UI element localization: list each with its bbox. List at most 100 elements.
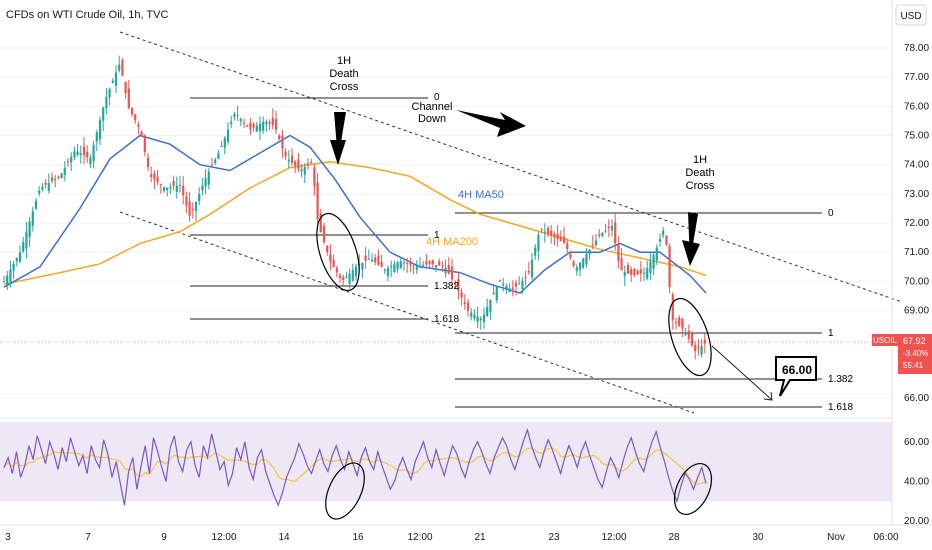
candle-body <box>623 272 626 277</box>
candle-body <box>166 187 169 191</box>
candle-body <box>505 286 508 290</box>
candle-body <box>281 135 284 149</box>
ellipse-1 <box>316 212 360 292</box>
candle-body <box>6 275 9 286</box>
time-tick-label: 06:00 <box>873 532 898 543</box>
candle-body <box>697 347 700 349</box>
candle-body <box>322 226 326 242</box>
candle-body <box>543 231 546 233</box>
candle-body <box>338 275 342 278</box>
candle-body <box>473 314 476 319</box>
time-tick-label: 14 <box>278 532 290 543</box>
time-tick-label: 28 <box>668 532 680 543</box>
candle-body <box>556 233 559 240</box>
candle-body <box>364 255 367 261</box>
rsi-ellipse-1 <box>325 462 365 520</box>
candle-body <box>438 261 441 266</box>
candle-body <box>639 269 642 274</box>
candle-body <box>511 287 514 290</box>
candle-body <box>210 164 214 166</box>
candle-body <box>668 246 671 288</box>
projection-arrow-head <box>763 391 773 401</box>
candle-body <box>70 156 73 163</box>
price-tick-label: 73.00 <box>904 189 929 200</box>
candle-body <box>86 151 89 158</box>
candle-body <box>662 230 665 236</box>
time-tick-label: 12:00 <box>601 532 626 543</box>
candle-body <box>566 243 569 250</box>
ma200-label: 4H MA200 <box>426 236 478 248</box>
price-tick-label: 75.00 <box>904 131 929 142</box>
channel-annotation: Channel Down <box>412 101 453 125</box>
candle-body <box>124 81 127 94</box>
candle-body <box>342 276 345 281</box>
candle-body <box>172 181 175 187</box>
candle-body <box>694 345 697 352</box>
dc2-line1: 1H <box>693 154 707 166</box>
candle-body <box>614 222 617 244</box>
fib-lines <box>190 97 822 408</box>
candle-body <box>182 185 185 196</box>
candle-body <box>380 261 383 268</box>
candle-body <box>601 232 604 237</box>
candle-body <box>534 247 537 256</box>
candle-body <box>294 161 297 166</box>
candle-body <box>457 279 460 291</box>
candle-body <box>335 267 338 273</box>
fib-label-left-1618: 1.618 <box>434 314 459 325</box>
candle-body <box>105 96 108 109</box>
candle-body <box>498 279 502 282</box>
price-tick-label: 66.00 <box>904 393 929 404</box>
candle-body <box>102 107 105 121</box>
candle-body <box>31 211 34 226</box>
candle-body <box>652 255 655 269</box>
candle-body <box>361 262 364 270</box>
symbol-tag-box <box>872 334 898 346</box>
candle-body <box>594 240 598 246</box>
candle-body <box>178 185 182 187</box>
candle-body <box>95 132 98 142</box>
candle-body <box>550 230 553 236</box>
candle-body <box>562 236 566 243</box>
candle-body <box>201 185 204 191</box>
candle-body <box>700 346 703 355</box>
candle-body <box>319 213 322 232</box>
candle-body <box>620 257 623 271</box>
price-tick-label: 77.00 <box>904 72 929 83</box>
dc1-line2: Death <box>329 68 358 80</box>
candle-body <box>393 264 396 273</box>
candle-body <box>226 129 230 142</box>
candle-body <box>329 254 332 262</box>
dc2-line3: Cross <box>686 180 715 192</box>
candle-body <box>175 185 178 192</box>
fib-label-right-1382: 1.382 <box>828 374 853 385</box>
candle-body <box>290 155 294 163</box>
time-tick-label: Nov <box>827 532 845 543</box>
candle-body <box>41 186 44 190</box>
candle-body <box>18 252 22 262</box>
time-tick-label: 12:00 <box>211 532 236 543</box>
currency-label: USD <box>900 11 921 22</box>
candle-body <box>537 235 540 252</box>
candle-body <box>396 262 399 270</box>
fib-label-right-1: 1 <box>828 328 834 339</box>
candle-body <box>220 146 223 148</box>
candle-body <box>540 228 543 230</box>
price-tick-label: 71.00 <box>904 247 929 258</box>
candle-body <box>162 187 166 191</box>
candle-body <box>137 124 140 127</box>
fib-label-right-0: 0 <box>828 208 834 219</box>
candle-body <box>460 292 463 298</box>
candle-body <box>332 259 335 268</box>
candle-body <box>553 234 556 238</box>
candle-body <box>415 266 418 270</box>
candle-body <box>169 186 172 189</box>
candle-body <box>310 162 313 164</box>
candle-body <box>646 268 649 279</box>
candle-body <box>495 287 498 301</box>
time-tick-label: 3 <box>5 532 11 543</box>
candle-body <box>73 151 76 158</box>
candle-body <box>546 227 550 234</box>
candle-body <box>306 163 310 165</box>
